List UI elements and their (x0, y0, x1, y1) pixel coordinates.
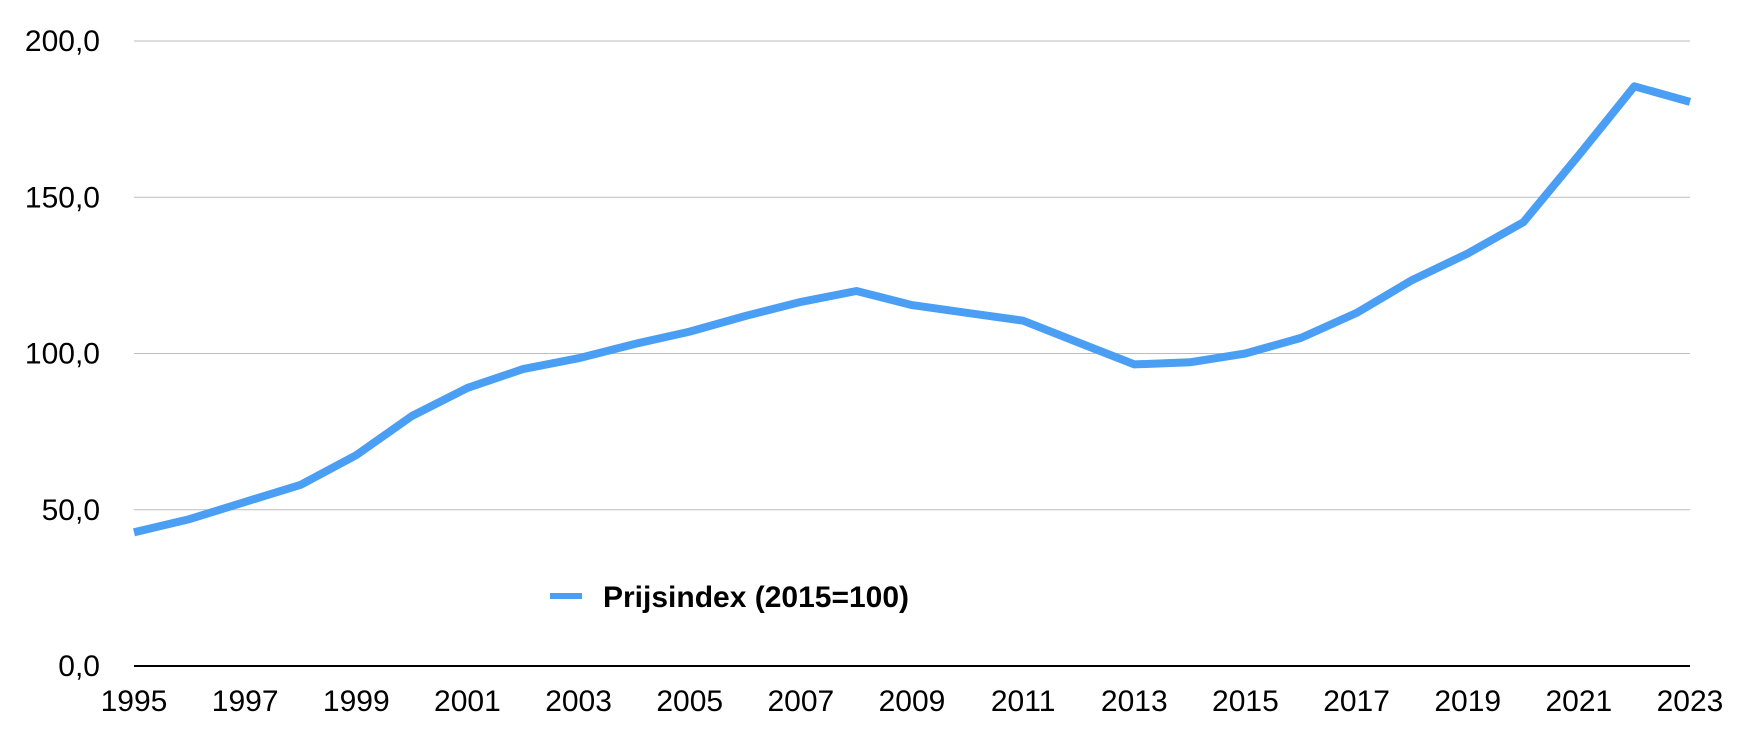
series-layer (133, 82, 1692, 537)
x-tick-label: 2011 (991, 685, 1056, 718)
y-tick-label: 150,0 (25, 181, 100, 214)
x-tick-label: 2015 (1212, 685, 1279, 718)
x-tick-label: 2007 (767, 685, 834, 718)
y-tick-label: 50,0 (42, 494, 100, 527)
x-tick-label: 1997 (212, 685, 279, 718)
x-axis-tick-labels: 1995 1997 1999 2001 2003 2005 2007 2009 2011 2013… (101, 685, 1724, 718)
y-tick-label: 100,0 (25, 338, 100, 371)
x-tick-label: 2023 (1657, 685, 1724, 718)
x-tick-label: 2017 (1323, 685, 1390, 718)
x-tick-label: 2021 (1545, 685, 1612, 718)
x-tick-label: 2001 (434, 685, 501, 718)
x-tick-label: 2019 (1434, 685, 1501, 718)
series-line-0 (133, 82, 1692, 537)
grid-lines (134, 40, 1690, 511)
x-tick-label: 2003 (545, 685, 612, 718)
y-axis-tick-labels: 0,0 50,0 100,0 150,0 200,0 (25, 25, 100, 683)
x-tick-label: 2005 (656, 685, 723, 718)
legend: Prijsindex (2015=100) (550, 581, 909, 614)
x-tick-label: 1999 (323, 685, 390, 718)
x-tick-label: 2009 (879, 685, 946, 718)
x-tick-label: 1995 (101, 685, 168, 718)
x-tick-label: 2013 (1101, 685, 1168, 718)
y-tick-label: 200,0 (25, 25, 100, 58)
legend-label: Prijsindex (2015=100) (603, 581, 909, 614)
y-tick-label: 0,0 (58, 650, 100, 683)
